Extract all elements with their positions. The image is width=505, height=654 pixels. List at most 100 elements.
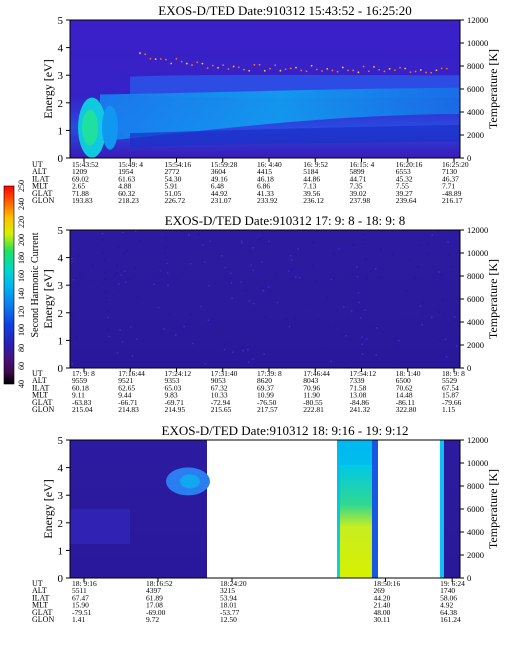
temperature-point — [409, 71, 412, 74]
orbit-row-value: 61.63 — [118, 174, 135, 183]
noise-pixel — [242, 350, 244, 352]
left-tick-label: 3 — [58, 490, 64, 502]
orbit-row-value: 9053 — [211, 376, 226, 385]
noise-pixel — [166, 272, 169, 274]
noise-pixel — [264, 316, 266, 318]
noise-pixel — [164, 236, 167, 239]
noise-pixel — [260, 261, 263, 263]
noise-pixel — [392, 252, 394, 255]
temperature-point — [185, 62, 188, 65]
orbit-row-value: 39.56 — [303, 189, 320, 198]
left-tick-label: 1 — [58, 125, 64, 137]
noise-pixel — [192, 342, 194, 345]
left-tick-label: 4 — [58, 43, 64, 55]
noise-pixel — [108, 335, 110, 338]
noise-pixel — [396, 359, 398, 362]
orbit-row-value: 218.23 — [118, 196, 139, 205]
temperature-point — [206, 67, 209, 69]
noise-pixel — [204, 362, 207, 365]
orbit-row-value: 69.37 — [257, 383, 274, 392]
noise-pixel — [359, 317, 362, 319]
orbit-row-value: 41.33 — [257, 189, 274, 198]
orbit-row-value: 215.04 — [72, 405, 93, 414]
orbit-row-value: 15:54:16 — [165, 160, 192, 169]
orbit-row-value: 49.16 — [211, 174, 228, 183]
orbit-row-value: 17:39: 8 — [257, 369, 282, 378]
noise-pixel — [276, 301, 279, 304]
temperature-point — [373, 65, 375, 68]
noise-pixel — [125, 250, 128, 252]
orbit-row-label: GLON — [32, 196, 54, 205]
spectrogram-background — [70, 230, 460, 368]
noise-pixel — [247, 361, 250, 364]
noise-pixel — [455, 345, 458, 347]
noise-pixel — [252, 358, 254, 360]
temperature-point — [139, 52, 141, 55]
noise-pixel — [189, 263, 192, 265]
temperature-point — [222, 64, 225, 67]
temperature-point — [341, 66, 344, 69]
noise-pixel — [102, 252, 105, 254]
right-tick-label: 8000 — [467, 61, 484, 71]
orbit-row-label: GLON — [32, 405, 54, 414]
orbit-row-value: 1.41 — [72, 615, 85, 624]
noise-pixel — [90, 280, 92, 282]
orbit-row-value: 48.00 — [374, 608, 391, 617]
orbit-row-value: -69.71 — [165, 398, 185, 407]
noise-pixel — [262, 290, 265, 292]
noise-pixel — [361, 336, 363, 338]
noise-pixel — [421, 301, 424, 304]
noise-pixel — [156, 283, 159, 285]
orbit-row-value: 64.38 — [440, 608, 457, 617]
right-tick-label: 0 — [467, 363, 471, 373]
temperature-point — [347, 69, 349, 72]
orbit-row-value: 5184 — [303, 167, 318, 176]
orbit-row-value: 16:15: 4 — [350, 160, 375, 169]
orbit-row-label: GLAT — [32, 189, 53, 198]
orbit-row-value: 9.11 — [72, 391, 85, 400]
noise-pixel — [96, 286, 99, 289]
right-tick-label: 6000 — [467, 84, 484, 94]
orbit-row-value: 17:16:44 — [118, 369, 145, 378]
noise-pixel — [105, 297, 108, 299]
noise-pixel — [290, 269, 293, 272]
noise-pixel — [203, 261, 206, 264]
noise-pixel — [445, 351, 448, 354]
noise-pixel — [198, 233, 200, 236]
orbit-row-value: 8620 — [257, 376, 272, 385]
left-tick-label: 2 — [58, 308, 64, 320]
noise-pixel — [289, 254, 292, 257]
temperature-point — [383, 70, 386, 73]
orbit-row-value: 222.81 — [303, 405, 324, 414]
noise-pixel — [102, 239, 104, 241]
temperature-point — [170, 62, 173, 65]
orbit-row-value: 53.94 — [220, 593, 237, 602]
noise-pixel — [265, 338, 268, 341]
noise-pixel — [134, 267, 137, 269]
noise-pixel — [442, 299, 444, 302]
noise-pixel — [438, 311, 440, 313]
noise-pixel — [240, 240, 243, 242]
temperature-point — [404, 67, 407, 70]
noise-pixel — [312, 241, 314, 244]
orbit-row-value: 322.80 — [396, 405, 417, 414]
noise-pixel — [262, 287, 265, 289]
noise-pixel — [250, 264, 252, 266]
temperature-point — [263, 69, 266, 72]
noise-pixel — [438, 271, 440, 273]
noise-pixel — [443, 312, 445, 315]
noise-pixel — [134, 230, 137, 232]
noise-pixel — [71, 257, 73, 260]
noise-pixel — [414, 358, 416, 361]
left-tick-label: 5 — [58, 435, 64, 447]
noise-pixel — [334, 326, 336, 328]
orbit-row-value: 161.24 — [440, 615, 461, 624]
left-tick-label: 0 — [58, 363, 64, 375]
noise-pixel — [440, 274, 443, 276]
noise-pixel — [190, 313, 192, 316]
right-tick-label: 6000 — [467, 294, 484, 304]
noise-pixel — [92, 264, 94, 267]
noise-pixel — [326, 296, 328, 299]
noise-pixel — [357, 292, 360, 294]
noise-pixel — [224, 266, 226, 269]
